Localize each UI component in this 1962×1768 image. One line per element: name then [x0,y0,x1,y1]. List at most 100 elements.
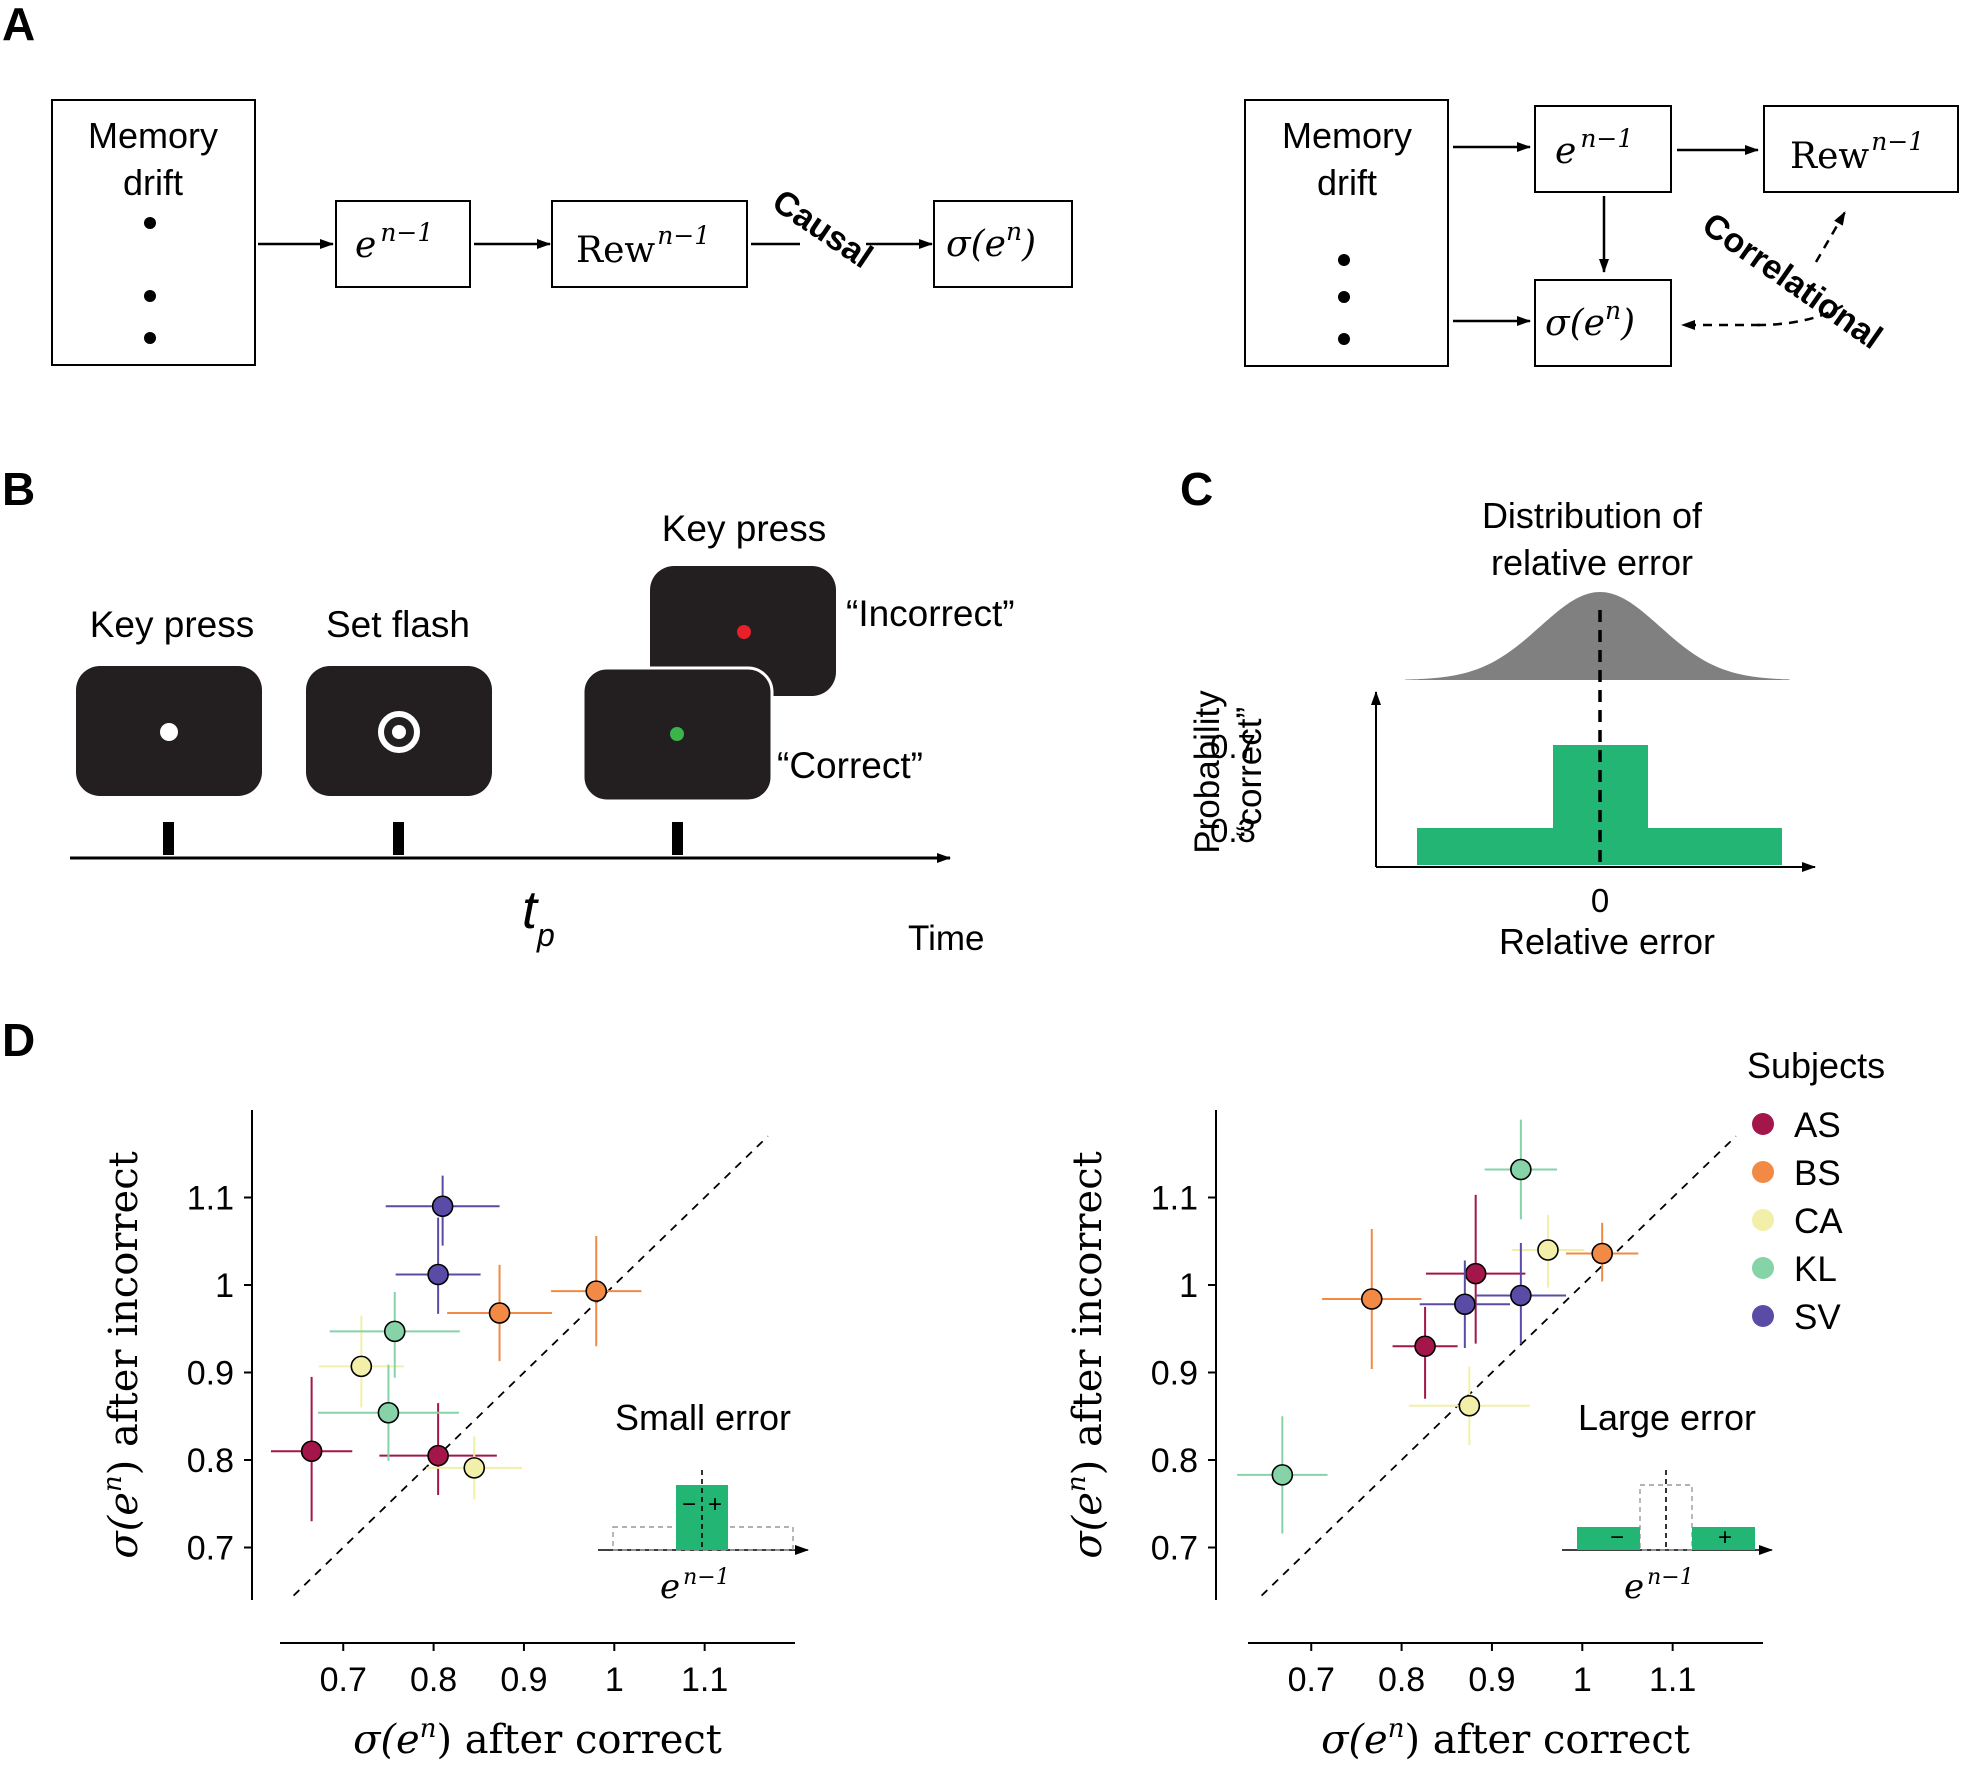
legend-label-as: AS [1794,1106,1841,1145]
time-label: Time [908,919,984,958]
y-axis-label: σ(en) after incorrect [1062,1151,1111,1558]
error-distribution [1405,592,1790,680]
data-point-ca [350,1355,373,1378]
sigma-label: σ(en) [946,217,1036,265]
data-point-kl [1271,1464,1294,1486]
legend: Subjects AS BS CA KL SV [1747,1045,1885,1337]
panel-c-ylabel-1: Probability [1188,690,1227,854]
causal-diagram: Memory drift e n−1 Rewn−1 Causal σ(en) [51,99,1073,366]
legend-marker-kl [1752,1257,1774,1279]
legend-label-ca: CA [1794,1202,1843,1241]
x-tick-label: 0.8 [410,1661,457,1699]
memory-drift-label-1: Memory [1282,115,1412,156]
memory-drift-label-1: Memory [88,115,218,156]
task-timeline: Key press Set flash Key press “Incorrect… [70,508,1015,958]
y-tick-label: 0.7 [1151,1530,1198,1568]
panel-c-xlabel: Relative error [1499,921,1715,962]
correlational-label: Correlational [1695,205,1889,356]
prev-error-label: e n−1 [355,218,433,266]
y-tick-label: 0.8 [1151,1442,1198,1480]
memory-drift-box [51,99,256,366]
inset-title: Small error [615,1397,791,1438]
inset-xlabel: e n−1 [660,1565,730,1607]
correct-label: “Correct” [777,745,923,786]
data-point-bs [488,1302,511,1324]
legend-marker-sv [1752,1305,1774,1327]
prev-reward-box [551,200,748,288]
inset-title: Large error [1578,1397,1756,1438]
y-tick-label: 0.8 [187,1442,234,1480]
sigma-box [1534,279,1672,367]
y-tick-label: 1.1 [187,1180,234,1218]
prev-error-box [335,200,471,288]
ellipsis-dot [1338,254,1350,266]
event-tick [163,822,174,855]
legend-label-kl: KL [1794,1250,1837,1289]
y-tick-label: 0.9 [1151,1355,1198,1393]
ytick-0.7: 0.7 [1210,728,1256,765]
key-press-label-2: Key press [662,508,827,549]
data-point-kl [383,1320,406,1343]
inset-plus: + [1718,1524,1732,1551]
inset-large: Large error − + e n−1 [1562,1397,1773,1607]
ellipsis-dot [144,290,156,302]
data-point-sv [1454,1293,1476,1316]
prev-reward-label: Rewn−1 [576,221,710,271]
event-tick [672,822,683,855]
event-tick [393,822,404,855]
x-tick-label: 1.1 [681,1661,728,1699]
correct-dot [670,727,684,741]
x-tick-label: 1.1 [1649,1661,1696,1699]
panel-label-b: B [2,463,35,515]
inset-small: Small error − + e n−1 [598,1397,809,1607]
dashed-arrow [1814,211,1847,263]
scatter-plot-large-error: 0.7 0.7 0.8 0.8 0.9 0.9 1 1 1.1 1.1 σ(en) after co… [1062,1110,1773,1763]
bar-low-right [1648,828,1782,865]
x-tick-label: 0.7 [1288,1661,1335,1699]
flash-ring [378,711,420,753]
inset-bar-outline [1639,1484,1693,1551]
data-point-kl [377,1401,400,1424]
x-tick-label: 1 [605,1661,624,1699]
bar-low-left [1417,828,1553,865]
y-tick-label: 1 [215,1267,234,1305]
x-tick-label: 0.8 [1378,1661,1425,1699]
memory-drift-box [1244,99,1449,367]
sigma-box [933,200,1073,288]
bar-high-center [1553,745,1648,865]
prev-reward-label: Rewn−1 [1790,127,1924,177]
sigma-label: σ(en) [1545,296,1635,344]
ytick-0.3: 0.3 [1210,812,1256,849]
inset-bar-filled [1577,1527,1640,1550]
panel-c-title-1: Distribution of [1482,495,1703,536]
data-point-bs [585,1280,608,1302]
memory-drift-label-2: drift [1317,162,1377,203]
legend-label-bs: BS [1794,1154,1841,1193]
y-tick-label: 1.1 [1151,1180,1198,1218]
legend-marker-ca [1752,1209,1774,1231]
identity-line [292,1135,769,1597]
data-point-ca [463,1457,486,1479]
data-point-kl [1510,1158,1532,1181]
y-tick-label: 0.7 [187,1530,234,1568]
prev-error-label: e n−1 [1555,124,1633,172]
panel-label-c: C [1180,463,1213,515]
fixation-dot [160,723,178,741]
identity-line [1260,1135,1737,1597]
prev-error-box [1534,105,1672,193]
incorrect-label: “Incorrect” [846,593,1015,634]
inset-plus: + [708,1491,722,1518]
y-tick-label: 1 [1179,1267,1198,1305]
data-point-sv [431,1195,454,1218]
data-point-as [300,1440,323,1463]
tp-label: tp [522,880,555,953]
inset-minus: − [1610,1524,1624,1551]
inset-minus: − [682,1491,696,1518]
data-point-bs [1360,1288,1383,1310]
scatter-plot-small-error: 0.7 0.7 0.8 0.8 0.9 0.9 1 1 1.1 1.1 σ(en) after co… [98,1110,809,1763]
ellipsis-dot [1338,291,1350,303]
data-point-sv [1510,1284,1532,1307]
legend-title: Subjects [1747,1045,1885,1086]
panel-label-d: D [2,1014,35,1066]
data-point-as [1464,1262,1487,1285]
